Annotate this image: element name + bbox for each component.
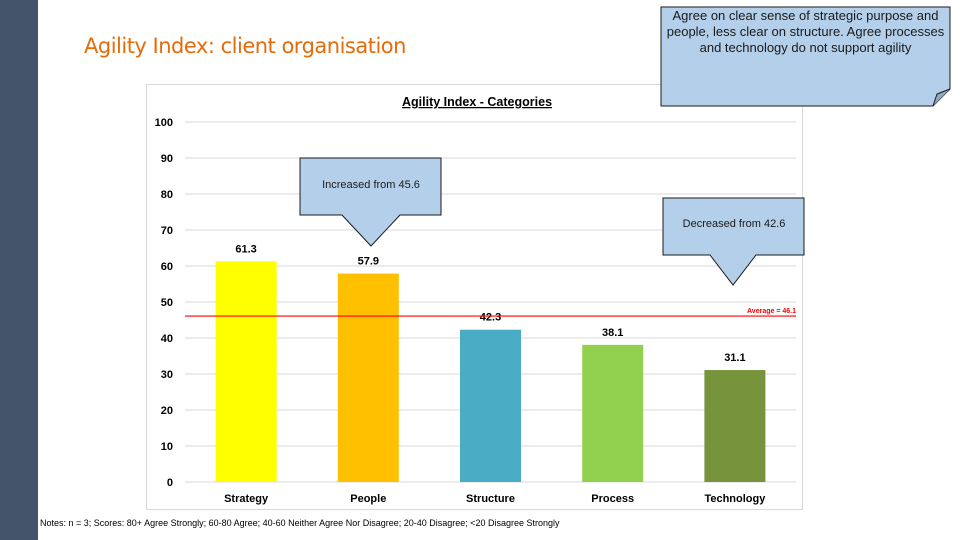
y-tick-label: 100: [155, 117, 173, 129]
y-tick-label: 90: [161, 153, 173, 165]
bar-structure: [460, 329, 521, 482]
chart-frame: Agility Index - Categories 0 10 20 30 40 50 60 7…: [146, 84, 803, 510]
bar-process: [582, 344, 644, 482]
y-tick-label: 30: [161, 369, 173, 381]
y-tick-label: 0: [167, 477, 173, 489]
x-tick-label: Process: [591, 493, 634, 505]
summary-callout-shape: [660, 6, 951, 107]
y-tick-label: 80: [161, 189, 173, 201]
chart-title: Agility Index - Categories: [402, 95, 552, 109]
x-tick-label: Technology: [704, 493, 766, 505]
people-callout: Increased from 45.6: [299, 157, 443, 248]
x-tick-label: Structure: [466, 493, 515, 505]
y-tick-label: 60: [161, 261, 173, 273]
technology-callout-shape: [662, 197, 805, 286]
data-label: 61.3: [235, 243, 256, 255]
data-label: 42.3: [480, 312, 501, 324]
summary-callout-text: Agree on clear sense of strategic purpos…: [666, 8, 945, 55]
y-tick-label: 50: [161, 297, 173, 309]
bar-strategy: [215, 261, 277, 482]
sidebar-accent-bar: [0, 0, 38, 540]
x-tick-label: People: [350, 493, 386, 505]
people-callout-shape: [299, 157, 442, 247]
y-tick-label: 40: [161, 333, 173, 345]
people-callout-text: Increased from 45.6: [322, 179, 420, 191]
average-line-label: Average = 46.1: [747, 308, 796, 315]
y-tick-label: 20: [161, 405, 173, 417]
agility-bar-chart: Agility Index - Categories 0 10 20 30 40 50 60 7…: [155, 95, 796, 505]
slide-title: Agility Index: client organisation: [84, 34, 406, 58]
technology-callout-text: Decreased from 42.6: [682, 218, 786, 230]
bar-people: [337, 273, 399, 482]
bar-technology: [704, 370, 766, 482]
summary-callout: Agree on clear sense of strategic purpos…: [660, 6, 951, 107]
y-tick-label: 70: [161, 225, 173, 237]
technology-callout: Decreased from 42.6: [662, 197, 806, 287]
data-label: 38.1: [602, 327, 623, 339]
y-tick-label: 10: [161, 441, 173, 453]
notes-footer: Notes: n = 3; Scores: 80+ Agree Strongly…: [40, 518, 560, 528]
data-label: 31.1: [724, 352, 745, 364]
x-tick-label: Strategy: [224, 493, 269, 505]
data-label: 57.9: [358, 256, 379, 268]
